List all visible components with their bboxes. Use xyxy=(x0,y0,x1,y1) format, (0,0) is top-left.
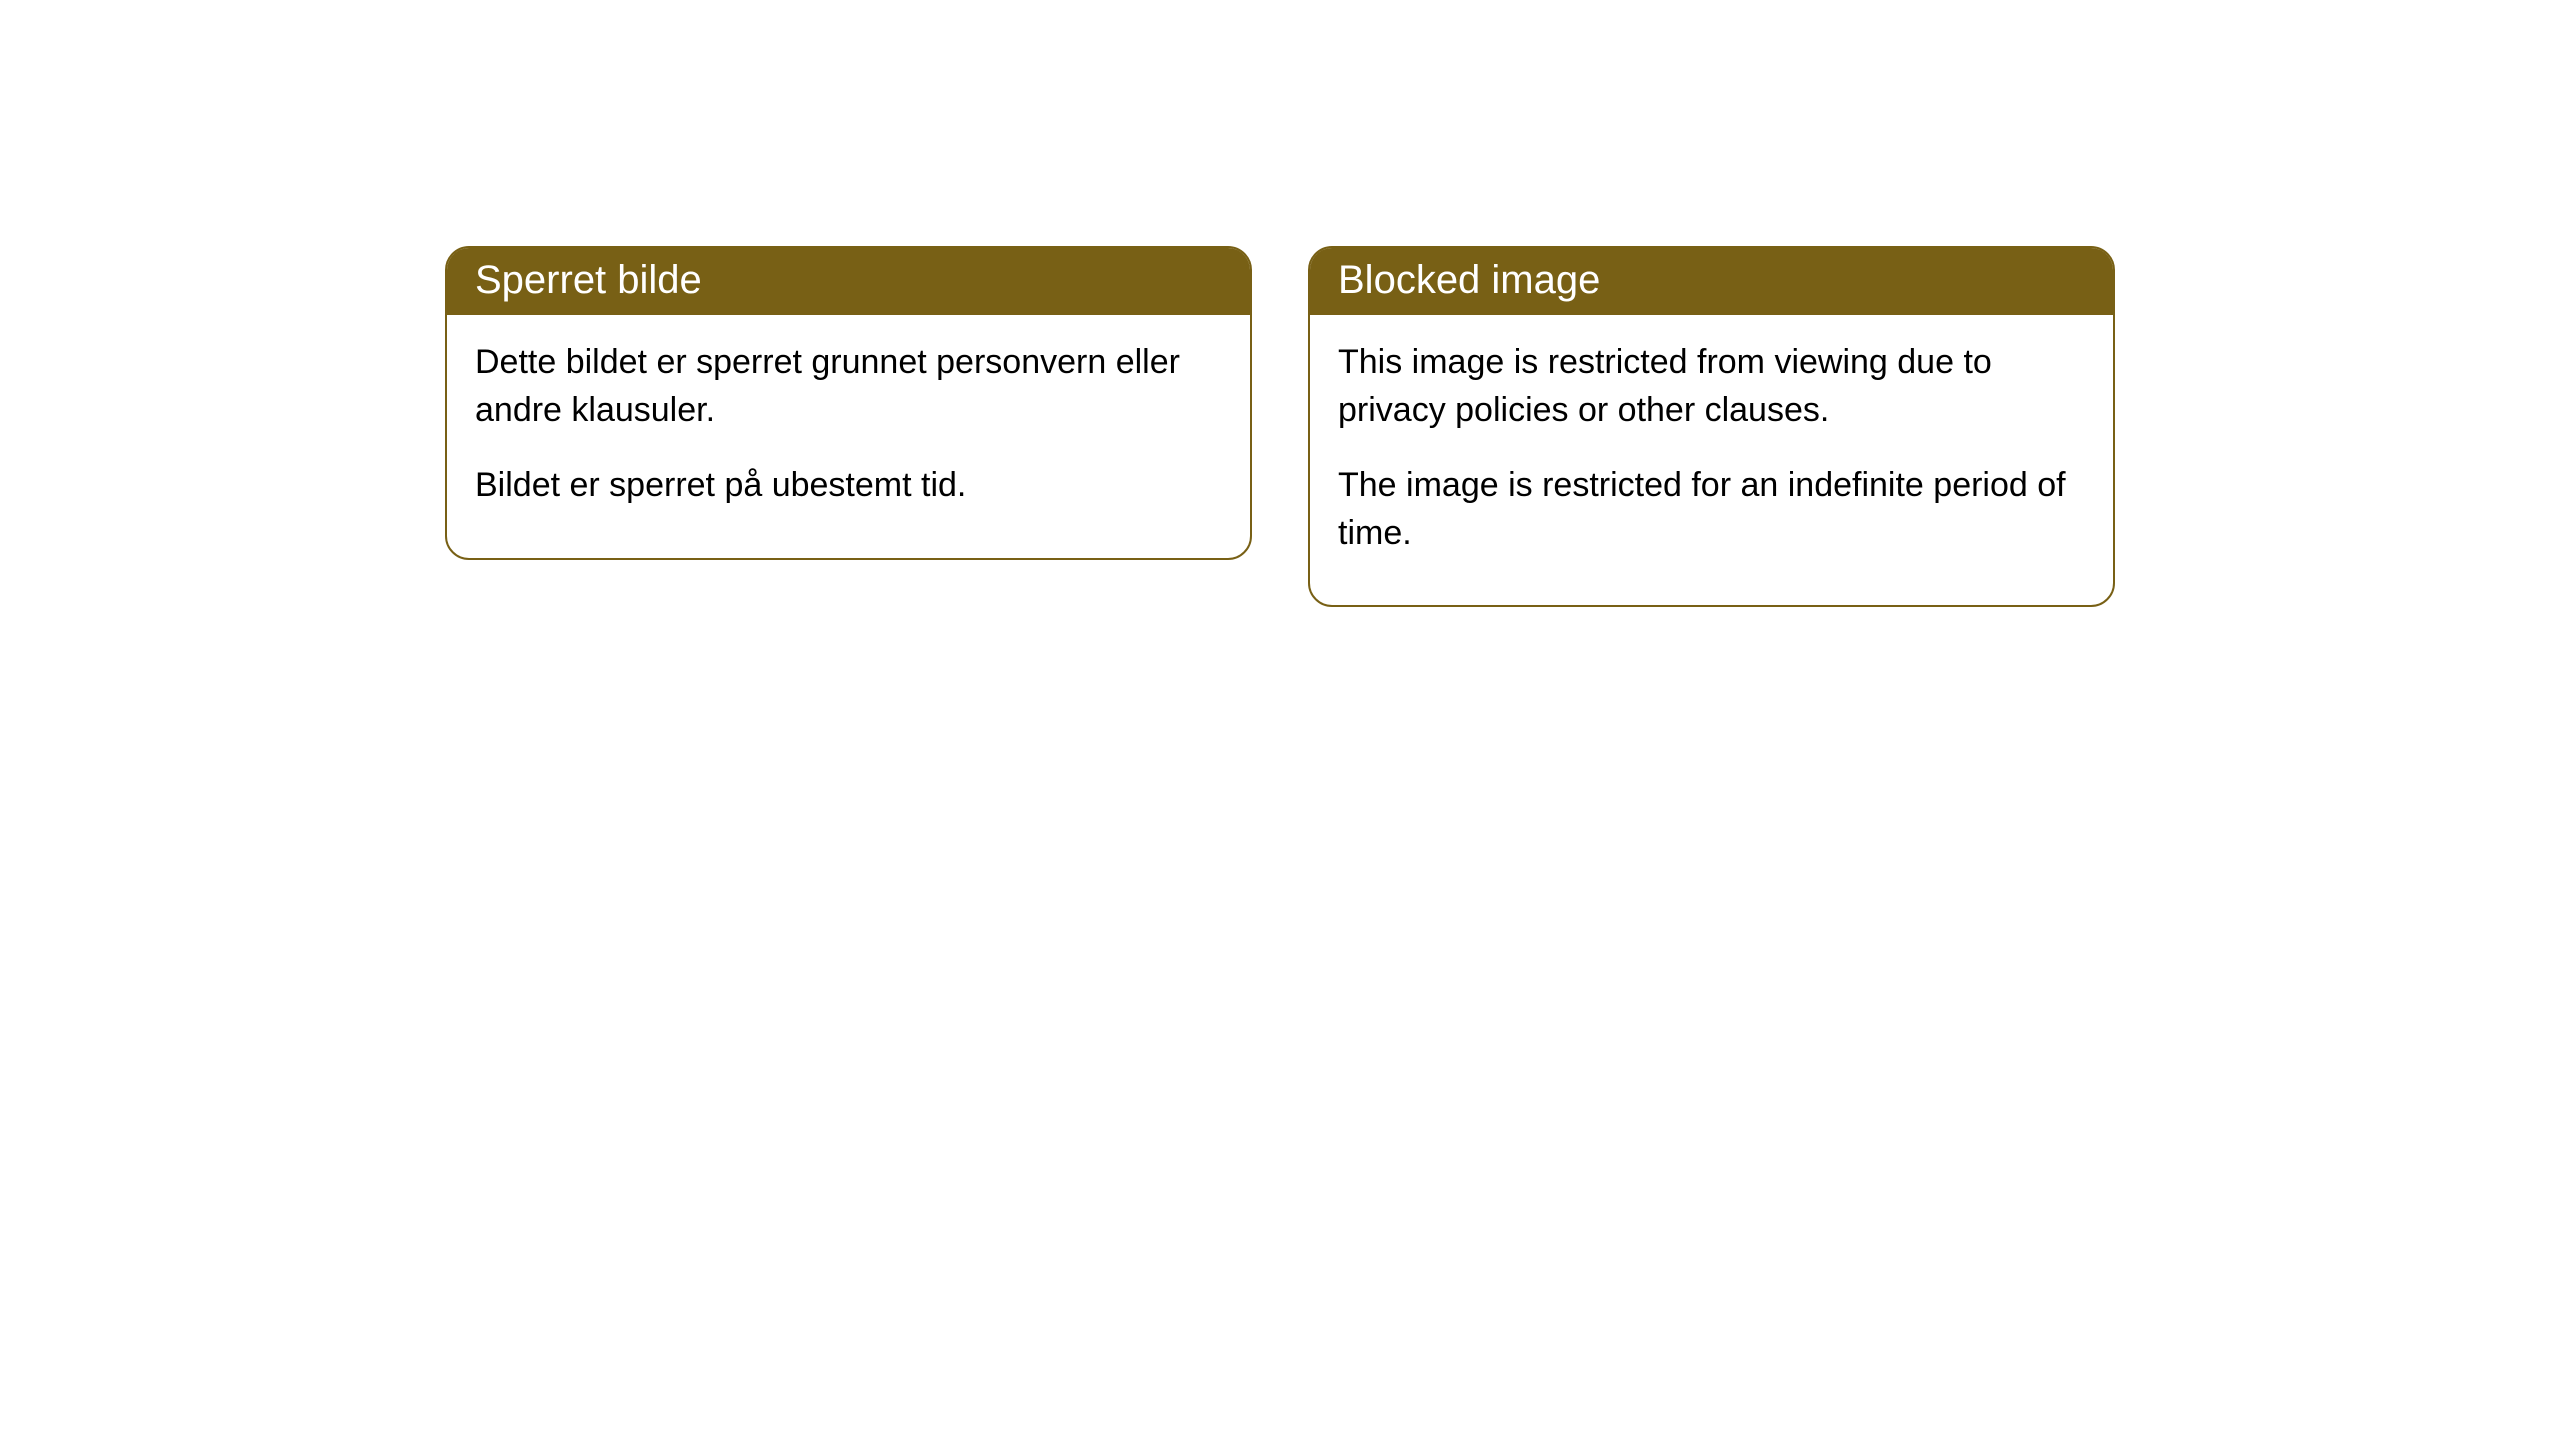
card-paragraph-1-en: This image is restricted from viewing du… xyxy=(1338,339,2085,434)
card-body-en: This image is restricted from viewing du… xyxy=(1310,315,2113,605)
card-paragraph-1-no: Dette bildet er sperret grunnet personve… xyxy=(475,339,1222,434)
card-header-en: Blocked image xyxy=(1310,248,2113,315)
card-body-no: Dette bildet er sperret grunnet personve… xyxy=(447,315,1250,558)
blocked-image-card-no: Sperret bilde Dette bildet er sperret gr… xyxy=(445,246,1252,560)
card-header-no: Sperret bilde xyxy=(447,248,1250,315)
cards-container: Sperret bilde Dette bildet er sperret gr… xyxy=(445,246,2115,1440)
blocked-image-card-en: Blocked image This image is restricted f… xyxy=(1308,246,2115,607)
card-paragraph-2-no: Bildet er sperret på ubestemt tid. xyxy=(475,462,1222,510)
card-paragraph-2-en: The image is restricted for an indefinit… xyxy=(1338,462,2085,557)
